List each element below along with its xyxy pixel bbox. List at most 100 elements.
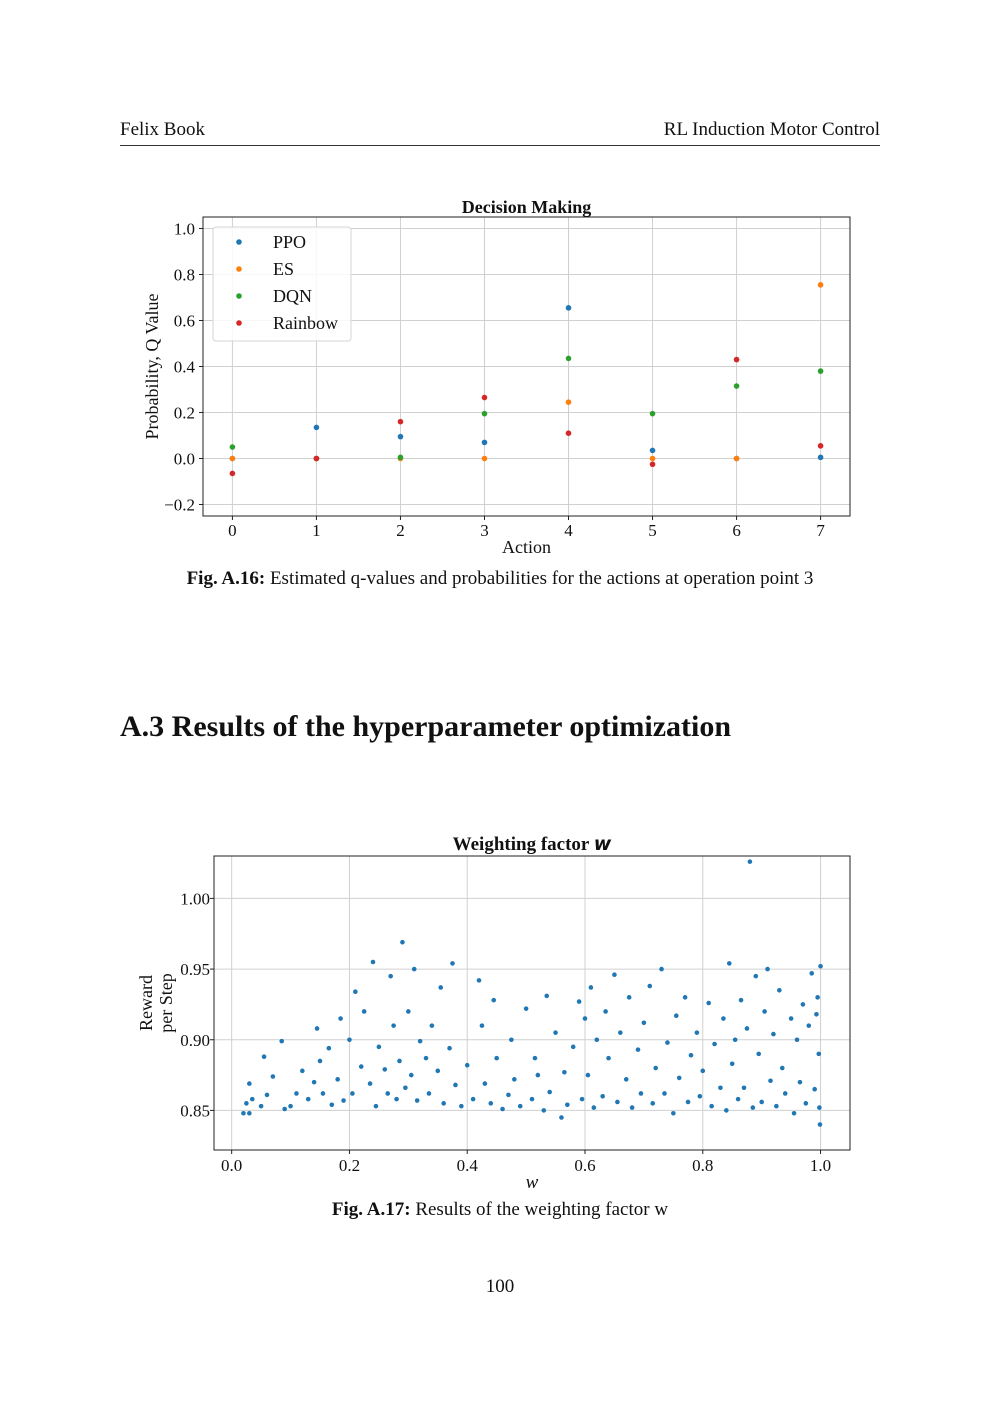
- data-point: [782, 1091, 788, 1096]
- y-tick-label: −0.2: [164, 496, 195, 515]
- data-point: [494, 1055, 499, 1061]
- data-point: [326, 1045, 332, 1051]
- chart-title: Decision Making: [462, 197, 592, 217]
- data-point: [671, 1110, 676, 1116]
- data-point: [732, 1037, 738, 1043]
- y-tick-label: 0.0: [174, 450, 195, 469]
- data-point: [411, 966, 417, 972]
- data-point: [300, 1068, 305, 1074]
- y-tick-label: 0.90: [180, 1031, 210, 1050]
- data-point: [623, 1077, 629, 1082]
- data-point: [270, 1074, 276, 1079]
- data-point: [438, 985, 444, 990]
- data-point: [459, 1103, 464, 1109]
- data-point-es: [229, 455, 236, 462]
- data-point: [591, 1105, 597, 1110]
- data-point: [553, 1030, 558, 1035]
- data-point: [665, 1040, 670, 1045]
- y-axis-label: Probability, Q Value: [142, 294, 162, 440]
- data-point: [305, 1096, 311, 1102]
- data-point: [464, 1062, 470, 1068]
- data-point: [688, 1052, 694, 1058]
- legend-label-ppo: PPO: [273, 232, 306, 252]
- data-point: [729, 1061, 735, 1067]
- data-point: [247, 1081, 252, 1086]
- data-point: [647, 983, 653, 989]
- figure-a16-caption: Fig. A.16: Estimated q-values and probab…: [0, 568, 1000, 590]
- data-point: [512, 1077, 517, 1082]
- data-point-es: [649, 455, 656, 462]
- data-point: [500, 1106, 505, 1112]
- data-point: [606, 1055, 611, 1061]
- data-point: [741, 1085, 747, 1091]
- data-point: [488, 1101, 494, 1106]
- data-point: [388, 973, 393, 979]
- data-point: [777, 987, 782, 993]
- data-point: [650, 1101, 656, 1106]
- data-point: [282, 1106, 287, 1112]
- data-point: [603, 1009, 608, 1014]
- legend-marker-es: [236, 266, 242, 272]
- data-point: [815, 995, 820, 1000]
- y-tick-label: 0.8: [174, 266, 195, 285]
- data-point: [765, 966, 770, 972]
- x-tick-label: 0.2: [339, 1156, 360, 1175]
- x-tick-label: 6: [732, 521, 741, 540]
- data-point: [335, 1077, 340, 1082]
- data-point: [659, 966, 664, 972]
- data-point: [358, 1064, 364, 1069]
- data-point: [618, 1030, 623, 1035]
- data-point: [673, 1013, 679, 1019]
- data-point-dqn: [481, 410, 488, 417]
- data-point: [697, 1093, 703, 1099]
- data-point: [562, 1069, 567, 1075]
- data-point: [816, 1051, 822, 1057]
- data-point-rainbow: [313, 455, 320, 462]
- data-point: [753, 973, 759, 979]
- data-point: [612, 972, 617, 978]
- data-point-rainbow: [733, 356, 740, 363]
- data-point: [794, 1037, 800, 1043]
- data-point-es: [481, 455, 488, 462]
- data-point: [338, 1016, 343, 1021]
- data-point: [441, 1101, 446, 1106]
- data-point-rainbow: [649, 461, 656, 468]
- data-point: [382, 1067, 388, 1072]
- data-point: [279, 1038, 285, 1044]
- data-point: [529, 1096, 535, 1102]
- data-point: [638, 1091, 644, 1096]
- data-point-es: [817, 282, 824, 288]
- data-point: [615, 1099, 620, 1105]
- x-tick-label: 1.0: [810, 1156, 831, 1175]
- data-point: [756, 1051, 762, 1057]
- data-point: [361, 1009, 367, 1014]
- data-point: [320, 1091, 326, 1096]
- data-point: [559, 1115, 564, 1120]
- data-point-es: [733, 455, 740, 462]
- figure-a17-caption: Fig. A.17: Results of the weighting fact…: [0, 1199, 1000, 1221]
- legend-marker-rainbow: [236, 320, 242, 326]
- data-point: [373, 1103, 379, 1109]
- data-point: [735, 1096, 741, 1102]
- data-point: [341, 1098, 346, 1103]
- data-point-dqn: [397, 454, 404, 461]
- data-point: [482, 1081, 488, 1086]
- header-rule: [120, 145, 880, 146]
- data-point: [258, 1103, 264, 1109]
- data-point: [244, 1101, 249, 1106]
- data-point: [626, 995, 632, 1000]
- data-point: [535, 1072, 541, 1078]
- data-point-dqn: [565, 355, 572, 362]
- data-point: [288, 1103, 293, 1109]
- data-point: [641, 1020, 647, 1026]
- y-tick-label: 0.6: [174, 312, 195, 331]
- data-point-ppo: [397, 433, 404, 440]
- data-point: [367, 1081, 373, 1086]
- x-tick-label: 5: [648, 521, 657, 540]
- x-tick-label: 2: [396, 521, 405, 540]
- data-point: [523, 1006, 529, 1011]
- data-point: [709, 1103, 714, 1109]
- data-point: [509, 1037, 514, 1043]
- data-point: [423, 1055, 429, 1061]
- data-point: [453, 1082, 458, 1088]
